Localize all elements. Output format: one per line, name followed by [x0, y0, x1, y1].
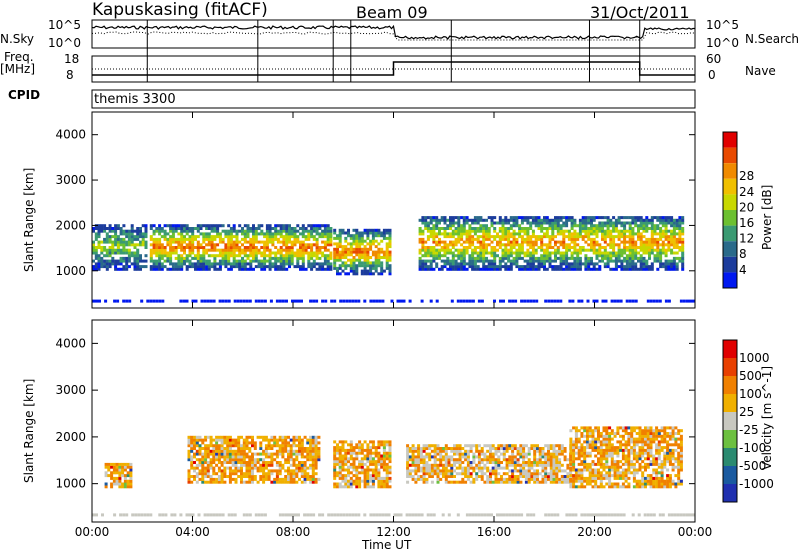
velocity-colorbar-cell-7 — [723, 466, 737, 484]
cpid-panel — [91, 89, 696, 109]
power-colorbar-cell-1 — [723, 147, 737, 164]
nsky-panel — [91, 19, 696, 49]
nsky-tick-high: 10^5 — [48, 18, 81, 32]
date-label: 31/Oct/2011 — [590, 3, 690, 22]
power-frame — [91, 111, 696, 309]
nave-label: Nave — [745, 64, 776, 78]
power-colorbar-cell-6 — [723, 225, 737, 242]
power-echo-region-1 — [149, 224, 333, 271]
velocity-colorbar-cell-6 — [723, 448, 737, 466]
velocity-frame — [91, 319, 696, 523]
velocity-echo-region-3 — [406, 444, 573, 484]
power-colorbar-frame — [722, 131, 738, 289]
x-axis-tick-label-2: 08:00 — [276, 525, 311, 539]
freq-label: Freq. — [4, 50, 34, 64]
power-colorbar-cell-7 — [723, 241, 737, 257]
velocity-colorbar-frame — [722, 339, 738, 503]
power-echo-region-0 — [92, 224, 148, 271]
power-echo-region-3 — [418, 216, 685, 271]
velocity-colorbar-cell-2 — [723, 376, 737, 394]
nsearch-line — [91, 31, 696, 41]
velocity-colorbar-cell-3 — [723, 394, 737, 412]
velocity-echo-region-2 — [333, 440, 392, 489]
nsearch-tick-low: 10^0 — [706, 36, 739, 50]
velocity-ytick-label-2: 3000 — [55, 383, 86, 397]
power-colorbar-tick-0: 4 — [739, 263, 747, 277]
freq-tick-high: 18 — [64, 52, 80, 66]
velocity-colorbar-cell-5 — [723, 430, 737, 448]
velocity-ytick-label-0: 1000 — [55, 477, 86, 491]
nsky-label: N.Sky — [0, 32, 35, 46]
nsky-tick-low: 10^0 — [48, 36, 81, 50]
power-colorbar-tick-6: 28 — [739, 169, 754, 183]
velocity-ytick-label-3: 4000 — [55, 336, 86, 350]
power-colorbar-tick-1: 8 — [739, 247, 747, 261]
velocity-colorbar-tick-7: -1000 — [739, 477, 774, 491]
power-colorbar-tick-5: 24 — [739, 185, 754, 199]
x-axis-label: Time UT — [362, 538, 412, 552]
x-axis-tick-label-4: 16:00 — [477, 525, 512, 539]
velocity-colorbar-tick-4: -25 — [739, 423, 759, 437]
nsky-line — [91, 24, 695, 40]
velocity-colorbar-cell-0 — [723, 340, 737, 358]
power-colorbar-cell-2 — [723, 163, 737, 179]
nave-tick-high: 60 — [706, 52, 722, 66]
power-colorbar-cell-9 — [723, 272, 737, 288]
nsearch-label: N.Search — [745, 32, 800, 46]
velocity-echo-region-1 — [187, 435, 321, 484]
x-axis-tick-label-1: 04:00 — [175, 525, 210, 539]
power-ground-scatter — [92, 299, 695, 303]
velocity-ground-scatter — [92, 513, 695, 517]
x-axis-tick-label-6: 00:00 — [678, 525, 713, 539]
velocity-echo-region-4 — [569, 426, 683, 489]
power-colorbar-cell-0 — [723, 132, 737, 148]
power-colorbar-cell-3 — [723, 178, 737, 195]
power-ytick-label-0: 1000 — [55, 264, 86, 278]
power-ytick-label-3: 4000 — [55, 128, 86, 142]
velocity-colorbar-tick-1: 500 — [739, 369, 762, 383]
beam-label: Beam 09 — [356, 3, 428, 22]
velocity-colorbar-tick-6: -500 — [739, 459, 766, 473]
power-echo-region-2 — [333, 228, 392, 276]
cpid-value: themis 3300 — [94, 92, 176, 107]
power-colorbar-cell-8 — [723, 256, 737, 273]
velocity-colorbar-cell-4 — [723, 412, 737, 430]
velocity-ytick-label-1: 2000 — [55, 430, 86, 444]
velocity-colorbar-tick-2: 100 — [739, 387, 762, 401]
velocity-echo-region-0 — [104, 462, 133, 489]
freq-unit: [MHz] — [0, 62, 36, 76]
x-axis-tick-label-0: 00:00 — [75, 525, 110, 539]
power-colorbar-tick-3: 16 — [739, 216, 754, 230]
power-colorbar-cell-5 — [723, 210, 737, 226]
power-ytick-label-2: 3000 — [55, 173, 86, 187]
velocity-colorbar-tick-0: 1000 — [739, 351, 770, 365]
power-ytick-label-1: 2000 — [55, 218, 86, 232]
cpid-label: CPID — [8, 88, 41, 102]
x-axis-tick-label-5: 20:00 — [577, 525, 612, 539]
velocity-colorbar-cell-8 — [723, 484, 737, 502]
freq-line — [92, 61, 695, 76]
power-colorbar-tick-4: 20 — [739, 200, 754, 214]
x-axis-tick-label-3: 12:00 — [376, 525, 411, 539]
nave-tick-low: 0 — [708, 68, 716, 82]
velocity-colorbar-cell-1 — [723, 358, 737, 376]
power-colorbar-tick-2: 12 — [739, 232, 754, 246]
chart-title: Kapuskasing (fitACF) — [92, 0, 268, 20]
power-colorbar-cell-4 — [723, 194, 737, 210]
velocity-colorbar-tick-3: 25 — [739, 405, 754, 419]
velocity-colorbar-tick-5: -100 — [739, 441, 766, 455]
freq-tick-low: 8 — [66, 68, 74, 82]
nsearch-tick-high: 10^5 — [706, 18, 739, 32]
